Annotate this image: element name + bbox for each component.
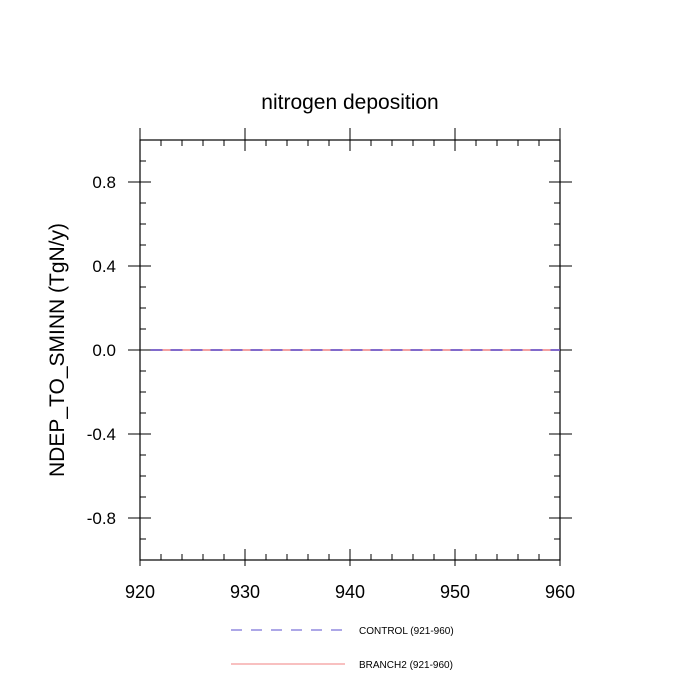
axes: 920 930 940 950 960 -0.8 -0.4 0.0 0.4 0.8 [87, 128, 575, 602]
chart-title: nitrogen deposition [261, 91, 438, 114]
legend-label: CONTROL (921-960) [359, 626, 454, 637]
x-tick-label: 920 [125, 582, 155, 602]
legend-label: BRANCH2 (921-960) [359, 660, 453, 671]
x-tick-label: 950 [440, 582, 470, 602]
y-tick-label: 0.0 [92, 341, 116, 360]
y-axis-label: NDEP_TO_SMINN (TgN/y) [46, 223, 69, 477]
x-tick-label: 940 [335, 582, 365, 602]
y-tick-label: -0.8 [87, 509, 116, 528]
x-tick-label: 960 [545, 582, 575, 602]
y-tick-label: -0.4 [87, 425, 116, 444]
legend: CONTROL (921-960) BRANCH2 (921-960) [231, 626, 454, 671]
x-tick-label: 930 [230, 582, 260, 602]
y-tick-label: 0.8 [92, 173, 116, 192]
y-tick-label: 0.4 [92, 257, 116, 276]
